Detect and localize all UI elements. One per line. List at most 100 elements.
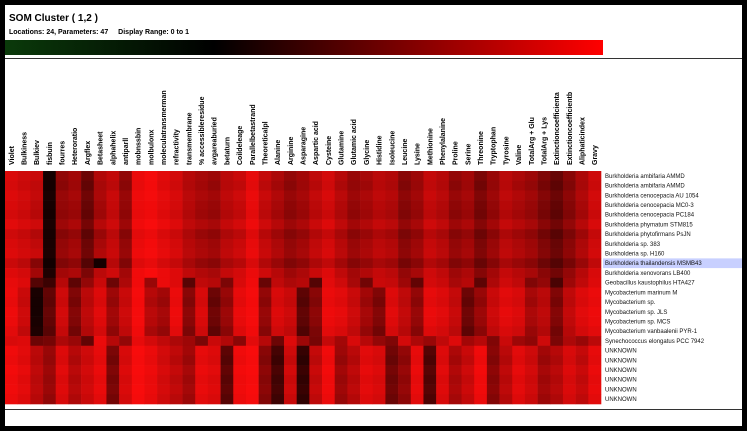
heatmap-cell[interactable] xyxy=(537,248,551,259)
heatmap-cell[interactable] xyxy=(588,287,602,298)
heatmap-cell[interactable] xyxy=(410,365,424,376)
heatmap-cell[interactable] xyxy=(144,238,158,249)
heatmap-cell[interactable] xyxy=(220,316,234,327)
heatmap-cell[interactable] xyxy=(296,355,310,366)
heatmap-cell[interactable] xyxy=(157,394,171,405)
heatmap-cell[interactable] xyxy=(410,345,424,356)
heatmap-cell[interactable] xyxy=(309,336,323,347)
heatmap-cell[interactable] xyxy=(499,326,513,337)
heatmap-cell[interactable] xyxy=(474,229,488,240)
heatmap-cell[interactable] xyxy=(68,384,82,395)
heatmap-cell[interactable] xyxy=(512,219,526,230)
heatmap-cell[interactable] xyxy=(17,258,31,269)
heatmap-cell[interactable] xyxy=(410,248,424,259)
heatmap-cell[interactable] xyxy=(550,316,564,327)
heatmap-cell[interactable] xyxy=(131,190,145,201)
heatmap-cell[interactable] xyxy=(296,306,310,317)
heatmap-chart[interactable]: Violet Bulkiness Bulkiev fisbuin fourres Hete… xyxy=(5,5,742,426)
heatmap-cell[interactable] xyxy=(537,394,551,405)
heatmap-cell[interactable] xyxy=(182,209,196,220)
heatmap-cell[interactable] xyxy=(245,219,259,230)
heatmap-cell[interactable] xyxy=(537,190,551,201)
heatmap-cell[interactable] xyxy=(322,374,335,385)
heatmap-cell[interactable] xyxy=(334,229,348,240)
heatmap-cell[interactable] xyxy=(195,171,209,182)
heatmap-cell[interactable] xyxy=(575,336,589,347)
heatmap-cell[interactable] xyxy=(55,171,69,182)
heatmap-cell[interactable] xyxy=(119,306,133,317)
heatmap-cell[interactable] xyxy=(575,384,589,395)
heatmap-cell[interactable] xyxy=(448,190,462,201)
heatmap-cell[interactable] xyxy=(195,355,209,366)
heatmap-cell[interactable] xyxy=(410,268,424,279)
heatmap-cell[interactable] xyxy=(271,326,285,337)
heatmap-cell[interactable] xyxy=(322,394,335,405)
heatmap-cell[interactable] xyxy=(283,365,297,376)
heatmap-cell[interactable] xyxy=(575,190,589,201)
heatmap-cell[interactable] xyxy=(5,326,18,337)
heatmap-cell[interactable] xyxy=(106,384,120,395)
heatmap-cell[interactable] xyxy=(461,394,475,405)
heatmap-cell[interactable] xyxy=(461,355,475,366)
heatmap-cell[interactable] xyxy=(334,336,348,347)
heatmap-cell[interactable] xyxy=(144,297,158,308)
heatmap-cell[interactable] xyxy=(17,268,31,279)
heatmap-cell[interactable] xyxy=(144,394,158,405)
heatmap-cell[interactable] xyxy=(512,374,526,385)
heatmap-cell[interactable] xyxy=(347,248,361,259)
heatmap-cell[interactable] xyxy=(30,258,44,269)
heatmap-cell[interactable] xyxy=(182,200,196,211)
heatmap-cell[interactable] xyxy=(309,248,323,259)
heatmap-cell[interactable] xyxy=(283,180,297,191)
heatmap-cell[interactable] xyxy=(17,336,31,347)
heatmap-cell[interactable] xyxy=(486,345,500,356)
heatmap-cell[interactable] xyxy=(474,394,488,405)
heatmap-cell[interactable] xyxy=(144,258,158,269)
heatmap-cell[interactable] xyxy=(233,171,247,182)
heatmap-cell[interactable] xyxy=(347,374,361,385)
heatmap-cell[interactable] xyxy=(207,365,221,376)
heatmap-cell[interactable] xyxy=(119,277,133,288)
heatmap-cell[interactable] xyxy=(233,355,247,366)
heatmap-cell[interactable] xyxy=(474,200,488,211)
heatmap-cell[interactable] xyxy=(43,258,57,269)
heatmap-cell[interactable] xyxy=(43,306,57,317)
heatmap-cell[interactable] xyxy=(322,219,335,230)
heatmap-cell[interactable] xyxy=(499,229,513,240)
heatmap-cell[interactable] xyxy=(296,384,310,395)
heatmap-cell[interactable] xyxy=(512,365,526,376)
heatmap-cell[interactable] xyxy=(245,200,259,211)
heatmap-cell[interactable] xyxy=(474,238,488,249)
heatmap-cell[interactable] xyxy=(486,258,500,269)
heatmap-cell[interactable] xyxy=(385,394,399,405)
heatmap-cell[interactable] xyxy=(131,394,145,405)
heatmap-cell[interactable] xyxy=(309,355,323,366)
heatmap-cell[interactable] xyxy=(562,297,576,308)
heatmap-cell[interactable] xyxy=(322,258,335,269)
heatmap-cell[interactable] xyxy=(372,248,386,259)
heatmap-cell[interactable] xyxy=(499,316,513,327)
heatmap-cell[interactable] xyxy=(486,268,500,279)
heatmap-cell[interactable] xyxy=(106,355,120,366)
row-label[interactable]: Burkholderia phymatum STM815 xyxy=(605,222,693,228)
heatmap-cell[interactable] xyxy=(207,180,221,191)
heatmap-cell[interactable] xyxy=(296,258,310,269)
heatmap-cell[interactable] xyxy=(43,287,57,298)
heatmap-cell[interactable] xyxy=(233,316,247,327)
heatmap-cell[interactable] xyxy=(461,268,475,279)
heatmap-cell[interactable] xyxy=(588,316,602,327)
heatmap-cell[interactable] xyxy=(157,336,171,347)
heatmap-cell[interactable] xyxy=(55,190,69,201)
heatmap-cell[interactable] xyxy=(5,316,18,327)
heatmap-cell[interactable] xyxy=(347,306,361,317)
heatmap-cell[interactable] xyxy=(220,238,234,249)
heatmap-cell[interactable] xyxy=(81,306,95,317)
heatmap-cell[interactable] xyxy=(169,200,183,211)
heatmap-cell[interactable] xyxy=(5,306,18,317)
heatmap-cell[interactable] xyxy=(410,336,424,347)
heatmap-cell[interactable] xyxy=(43,345,57,356)
heatmap-cell[interactable] xyxy=(474,365,488,376)
heatmap-cell[interactable] xyxy=(17,345,31,356)
heatmap-cell[interactable] xyxy=(30,326,44,337)
heatmap-cell[interactable] xyxy=(436,384,450,395)
